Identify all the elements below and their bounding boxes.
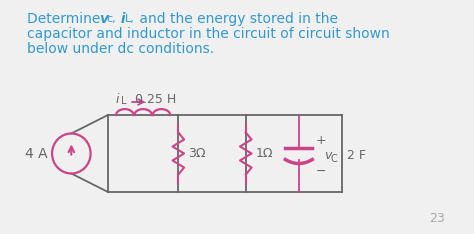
Text: 2 F: 2 F [347,149,366,162]
Text: 3Ω: 3Ω [188,147,205,160]
Text: c,: c, [106,14,116,24]
Text: i: i [116,93,119,106]
Text: v: v [99,12,108,26]
Text: −: − [315,165,326,178]
Text: 23: 23 [429,212,446,225]
Text: L: L [121,96,127,106]
Text: v: v [324,149,331,162]
Text: 4 A: 4 A [25,146,47,161]
Text: capacitor and inductor in the circuit of circuit shown: capacitor and inductor in the circuit of… [27,27,390,41]
Text: Determine: Determine [27,12,105,26]
Text: below under dc conditions.: below under dc conditions. [27,42,214,56]
Text: L,: L, [125,14,135,24]
Text: 1Ω: 1Ω [255,147,273,160]
Text: +: + [315,134,326,146]
Text: and the energy stored in the: and the energy stored in the [135,12,338,26]
Text: C: C [331,154,337,164]
Text: i: i [116,12,125,26]
Text: 0.25 H: 0.25 H [127,93,176,106]
